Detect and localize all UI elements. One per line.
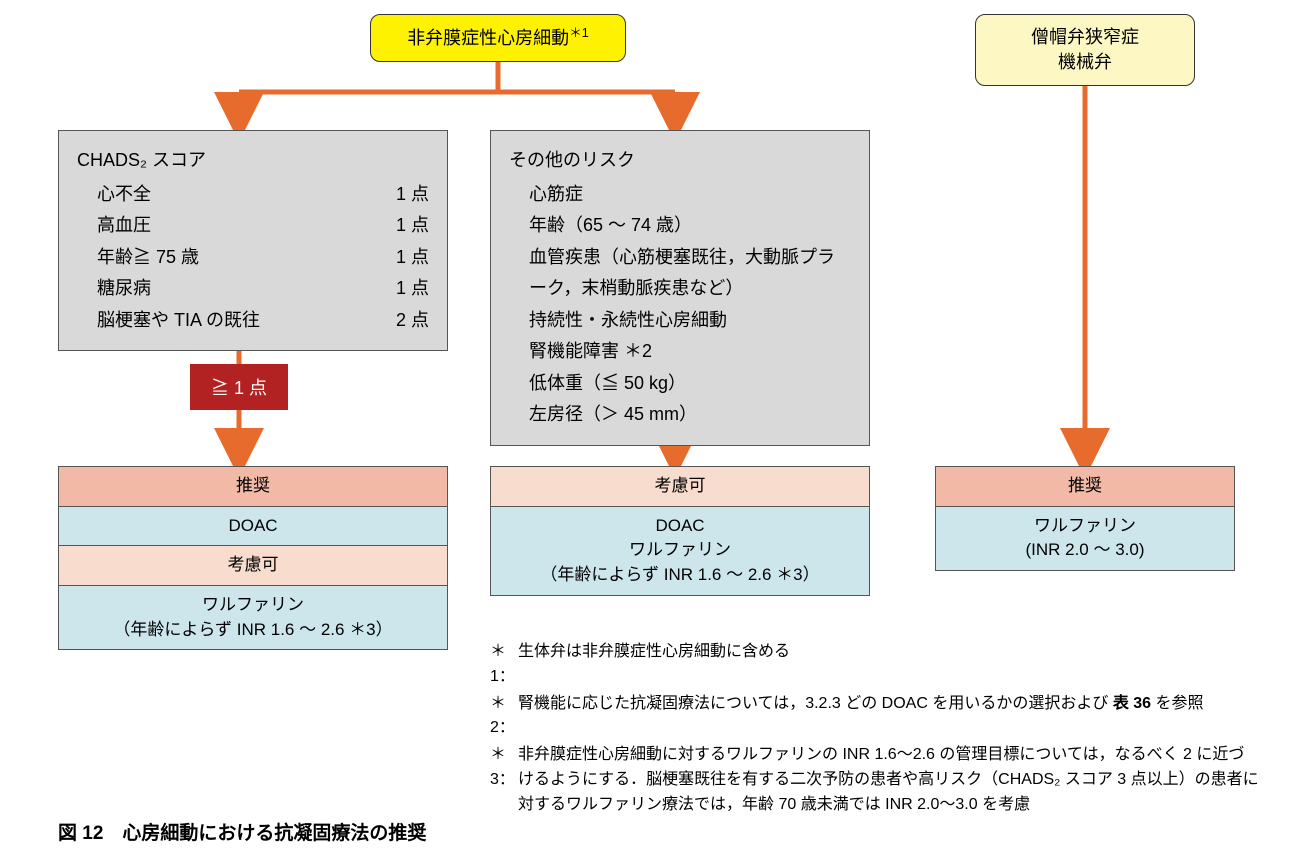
other-risk-item: 年齢（65 ～ 74 歳） xyxy=(529,210,851,242)
footnotes: ＊1： 生体弁は非弁膜症性心房細動に含める ＊2： 腎機能に応じた抗凝固療法につ… xyxy=(490,640,1260,820)
result-right-h1: 推奨 xyxy=(936,467,1234,507)
chads2-item: 年齢≧ 75 歳1 点 xyxy=(97,242,429,274)
result-mid: 考慮可 DOAC ワルファリン （年齢によらず INR 1.6 ～ 2.6 ＊3… xyxy=(490,466,870,596)
node-nvaf: 非弁膜症性心房細動＊1 xyxy=(370,14,626,62)
other-risk-item: 左房径（＞ 45 mm） xyxy=(529,399,851,431)
result-left-r1: DOAC xyxy=(59,507,447,547)
chads2-title: CHADS₂ スコア xyxy=(77,145,429,177)
other-risk-item: 心筋症 xyxy=(529,179,851,211)
chads2-threshold-badge: ≧ 1 点 xyxy=(190,364,288,410)
mech-line2: 機械弁 xyxy=(996,50,1174,75)
figure-caption: 図 12 心房細動における抗凝固療法の推奨 xyxy=(58,818,426,845)
chads2-item: 糖尿病1 点 xyxy=(97,273,429,305)
other-risk-item: 腎機能障害 ＊2 xyxy=(529,336,851,368)
result-mid-r1: DOAC ワルファリン （年齢によらず INR 1.6 ～ 2.6 ＊3） xyxy=(491,507,869,595)
fn2-text: 腎機能に応じた抗凝固療法については，3.2.3 どの DOAC を用いるかの選択… xyxy=(518,692,1204,742)
mech-line1: 僧帽弁狭窄症 xyxy=(996,25,1174,50)
other-risk-box: その他のリスク 心筋症 年齢（65 ～ 74 歳） 血管疾患（心筋梗塞既往，大動… xyxy=(490,130,870,446)
fn3-text: 非弁膜症性心房細動に対するワルファリンの INR 1.6～2.6 の管理目標につ… xyxy=(518,743,1260,817)
other-risk-title: その他のリスク xyxy=(509,145,851,177)
fn3-mark: ＊3： xyxy=(490,743,518,817)
chads2-item: 脳梗塞や TIA の既往2 点 xyxy=(97,305,429,337)
chads2-item: 高血圧1 点 xyxy=(97,210,429,242)
result-left-r2: ワルファリン （年齢によらず INR 1.6 ～ 2.6 ＊3） xyxy=(59,586,447,649)
result-right: 推奨 ワルファリン (INR 2.0 ～ 3.0) xyxy=(935,466,1235,571)
result-left: 推奨 DOAC 考慮可 ワルファリン （年齢によらず INR 1.6 ～ 2.6… xyxy=(58,466,448,650)
chads2-item: 心不全1 点 xyxy=(97,179,429,211)
nvaf-text: 非弁膜症性心房細動 xyxy=(407,28,569,48)
result-right-r1: ワルファリン (INR 2.0 ～ 3.0) xyxy=(936,507,1234,570)
fn2-mark: ＊2： xyxy=(490,692,518,742)
fn1-text: 生体弁は非弁膜症性心房細動に含める xyxy=(518,640,790,690)
nvaf-sup: ＊1 xyxy=(569,26,589,40)
other-risk-item: 持続性・永続性心房細動 xyxy=(529,305,851,337)
fn1-mark: ＊1： xyxy=(490,640,518,690)
result-mid-h1: 考慮可 xyxy=(491,467,869,507)
result-left-h2: 考慮可 xyxy=(59,546,447,586)
node-mech-valve: 僧帽弁狭窄症 機械弁 xyxy=(975,14,1195,86)
result-left-h1: 推奨 xyxy=(59,467,447,507)
other-risk-item: 低体重（≦ 50 kg） xyxy=(529,368,851,400)
chads2-box: CHADS₂ スコア 心不全1 点 高血圧1 点 年齢≧ 75 歳1 点 糖尿病… xyxy=(58,130,448,351)
other-risk-item: 血管疾患（心筋梗塞既往，大動脈プラーク，末梢動脈疾患など） xyxy=(529,242,851,305)
